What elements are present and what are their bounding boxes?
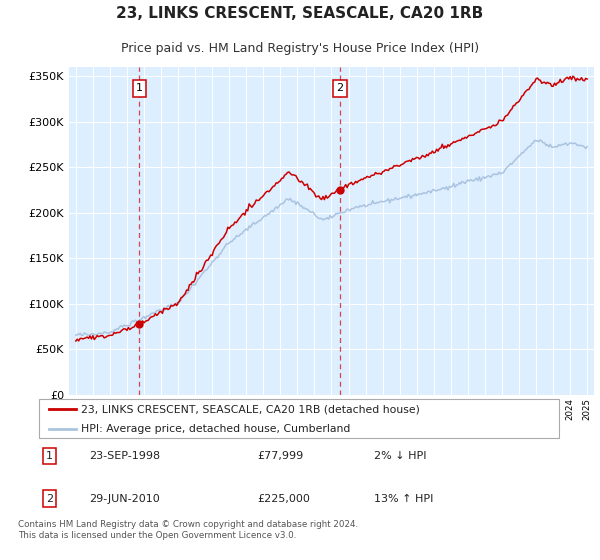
Text: £77,999: £77,999 <box>258 451 304 461</box>
Text: 29-JUN-2010: 29-JUN-2010 <box>89 493 160 503</box>
Text: Price paid vs. HM Land Registry's House Price Index (HPI): Price paid vs. HM Land Registry's House … <box>121 41 479 54</box>
Text: 23, LINKS CRESCENT, SEASCALE, CA20 1RB (detached house): 23, LINKS CRESCENT, SEASCALE, CA20 1RB (… <box>81 404 420 414</box>
Text: 2: 2 <box>336 83 343 94</box>
Text: 13% ↑ HPI: 13% ↑ HPI <box>374 493 433 503</box>
Text: 1: 1 <box>136 83 143 94</box>
Text: 23, LINKS CRESCENT, SEASCALE, CA20 1RB: 23, LINKS CRESCENT, SEASCALE, CA20 1RB <box>116 6 484 21</box>
Text: HPI: Average price, detached house, Cumberland: HPI: Average price, detached house, Cumb… <box>81 424 350 434</box>
Text: £225,000: £225,000 <box>258 493 311 503</box>
FancyBboxPatch shape <box>38 399 559 438</box>
Text: Contains HM Land Registry data © Crown copyright and database right 2024.
This d: Contains HM Land Registry data © Crown c… <box>18 520 358 539</box>
Text: 2% ↓ HPI: 2% ↓ HPI <box>374 451 427 461</box>
Text: 2: 2 <box>46 493 53 503</box>
Text: 23-SEP-1998: 23-SEP-1998 <box>89 451 160 461</box>
Text: 1: 1 <box>46 451 53 461</box>
